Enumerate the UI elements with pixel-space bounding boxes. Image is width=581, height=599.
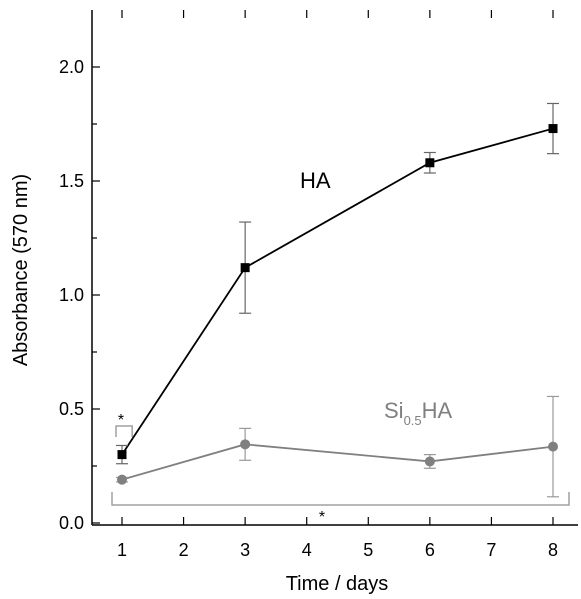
si-subscript-text: 0.5: [404, 413, 422, 428]
significance-brackets: **: [111, 412, 570, 526]
bracket-day1: [115, 425, 133, 437]
si-main-text: Si: [384, 398, 404, 423]
y-tick-label: 1.0: [59, 285, 84, 305]
x-tick-label: 7: [486, 540, 496, 560]
x-tick-label: 8: [548, 540, 558, 560]
data-point-si0-5ha: [548, 441, 558, 452]
si-tail-text: HA: [422, 398, 453, 423]
data-point-ha: [240, 263, 250, 273]
x-tick-label: 6: [425, 540, 435, 560]
y-tick-label: 1.5: [59, 171, 84, 191]
y-tick-label: 2.0: [59, 57, 84, 77]
x-axis-title: Time / days: [286, 573, 389, 595]
data-point-si0-5ha: [117, 474, 127, 485]
series-line-ha: [121, 127, 554, 456]
series-label-ha: HA: [300, 168, 331, 193]
x-tick-label: 2: [179, 540, 189, 560]
data-point-ha: [548, 124, 558, 134]
series-line-si0-5ha: [121, 443, 554, 481]
series-label-si-ha: Si0.5HA: [384, 398, 453, 428]
data-point-ha: [117, 450, 127, 460]
bracket-all-days: [111, 492, 570, 506]
data-point-si0-5ha: [424, 456, 435, 467]
x-tick-label: 3: [240, 540, 250, 560]
significance-star: *: [118, 412, 124, 429]
y-tick-label: 0.5: [59, 399, 84, 419]
x-tick-label: 5: [363, 540, 373, 560]
y-axis-title: Absorbance (570 nm): [10, 174, 32, 366]
data-series: [116, 102, 559, 498]
y-tick-label: 0.0: [59, 513, 84, 533]
data-point-ha: [425, 158, 435, 168]
axis-ticks: 1 2 3 4 5 6 7 8 0.0 0.5 1.0 1.5 2.0: [59, 10, 558, 560]
data-point-si0-5ha: [240, 439, 251, 450]
x-tick-label: 1: [117, 540, 127, 560]
significance-star: *: [319, 509, 325, 526]
x-tick-label: 4: [302, 540, 312, 560]
